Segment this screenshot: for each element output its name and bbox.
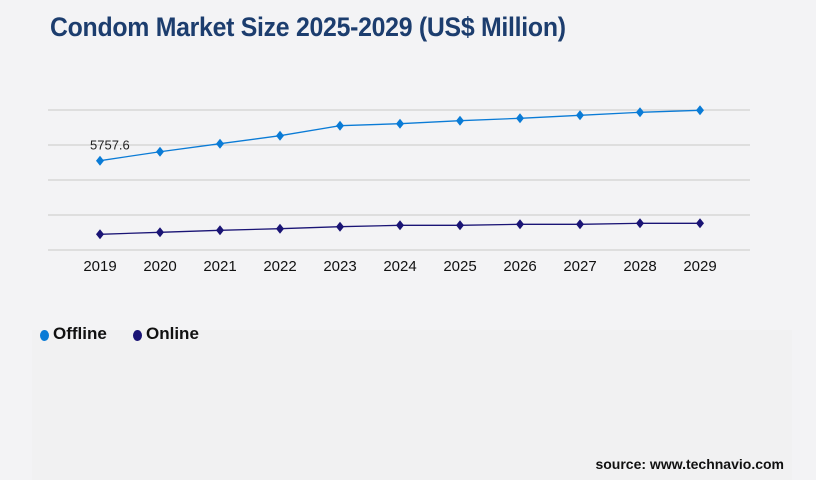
data-point-offline bbox=[336, 120, 344, 131]
source-text: source: www.technavio.com bbox=[595, 456, 784, 472]
legend-item-online: Online bbox=[133, 324, 199, 344]
x-tick-label: 2029 bbox=[683, 258, 716, 275]
data-point-offline bbox=[636, 107, 644, 118]
data-point-offline bbox=[516, 113, 524, 124]
x-tick-label: 2027 bbox=[563, 258, 596, 275]
chart-title: Condom Market Size 2025-2029 (US$ Millio… bbox=[50, 12, 566, 42]
x-tick-label: 2022 bbox=[263, 258, 296, 275]
data-point-offline bbox=[576, 110, 584, 121]
data-point-online bbox=[156, 227, 164, 238]
legend-label-offline: Offline bbox=[53, 324, 107, 343]
series-line-offline bbox=[99, 109, 701, 162]
data-point-offline bbox=[276, 130, 284, 141]
background-panel bbox=[32, 330, 792, 480]
x-tick-label: 2024 bbox=[383, 258, 416, 275]
data-point-online bbox=[516, 219, 524, 230]
data-point-online bbox=[216, 225, 224, 236]
x-tick-label: 2021 bbox=[203, 258, 236, 275]
x-tick-label: 2026 bbox=[503, 258, 536, 275]
data-point-online bbox=[96, 229, 104, 240]
data-point-offline bbox=[396, 118, 404, 129]
x-tick-label: 2020 bbox=[143, 258, 176, 275]
online-legend-marker-icon bbox=[133, 330, 142, 341]
data-point-online bbox=[396, 220, 404, 231]
legend-item-offline: Offline bbox=[40, 324, 107, 344]
data-point-offline bbox=[456, 115, 464, 126]
data-point-online bbox=[276, 223, 284, 234]
data-point-offline bbox=[156, 146, 164, 157]
x-tick-label: 2025 bbox=[443, 258, 476, 275]
data-point-online bbox=[336, 221, 344, 232]
data-point-online bbox=[636, 218, 644, 229]
offline-legend-marker-icon bbox=[40, 330, 49, 341]
x-tick-label: 2019 bbox=[83, 258, 116, 275]
x-tick-label: 2023 bbox=[323, 258, 356, 275]
data-point-offline bbox=[216, 138, 224, 149]
data-point-online bbox=[456, 220, 464, 231]
data-point-online bbox=[696, 218, 704, 229]
x-tick-label: 2028 bbox=[623, 258, 656, 275]
data-point-offline bbox=[696, 105, 704, 116]
data-point-offline bbox=[96, 155, 104, 166]
legend-label-online: Online bbox=[146, 324, 199, 343]
data-label: 5757.6 bbox=[90, 138, 130, 153]
line-chart: 2019 2020 2021 2022 2023 2024 2025 2026 2027 2028… bbox=[48, 105, 750, 275]
data-point-online bbox=[576, 219, 584, 230]
